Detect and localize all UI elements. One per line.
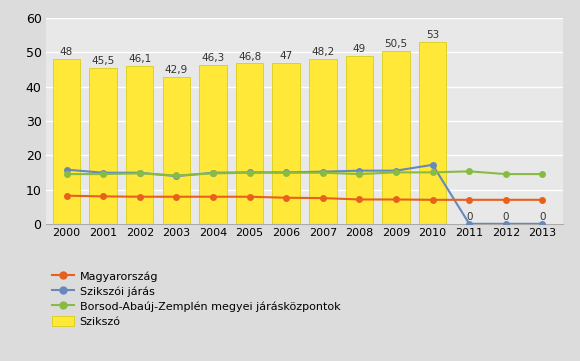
Text: 46,3: 46,3 [201,53,224,63]
Text: 47: 47 [280,51,293,61]
Text: 0: 0 [503,212,509,222]
Bar [53,59,80,224]
Text: 45,5: 45,5 [92,56,115,66]
Bar [200,65,227,224]
Text: 48: 48 [60,48,73,57]
Bar [309,58,336,224]
Bar [346,56,373,224]
Bar [89,68,117,224]
Text: 49: 49 [353,44,366,54]
Text: 0: 0 [539,212,546,222]
Text: 46,1: 46,1 [128,54,151,64]
Legend: Magyarország, Szikszói járás, Borsod-Abaúj-Zemplén megyei járásközpontok, Sziksz: Magyarország, Szikszói járás, Borsod-Aba… [52,270,340,327]
Bar [236,63,263,224]
Text: 50,5: 50,5 [385,39,408,49]
Bar [126,66,154,224]
Text: 48,2: 48,2 [311,47,335,57]
Text: 53: 53 [426,30,439,40]
Bar [273,63,300,224]
Bar [382,51,409,224]
Bar [419,42,447,224]
Bar [162,77,190,224]
Text: 0: 0 [466,212,473,222]
Text: 46,8: 46,8 [238,52,261,62]
Text: 42,9: 42,9 [165,65,188,75]
